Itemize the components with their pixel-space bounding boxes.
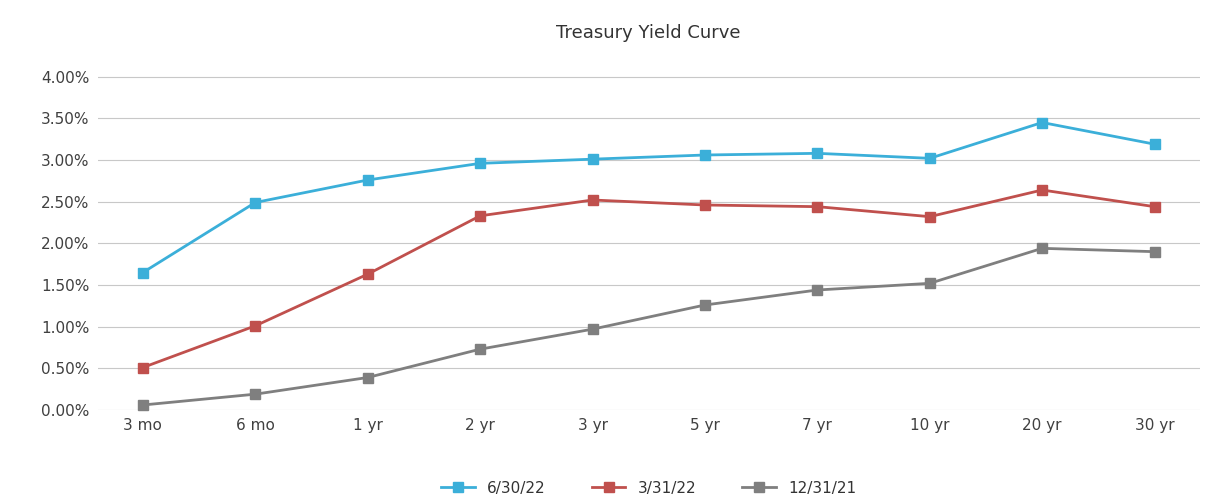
3/31/22: [923, 214, 938, 220]
Legend: 6/30/22, 3/31/22, 12/31/21: 6/30/22, 3/31/22, 12/31/21: [433, 474, 864, 500]
12/31/21: [923, 280, 938, 286]
Line: 6/30/22: 6/30/22: [138, 118, 1159, 278]
3/31/22: [360, 271, 375, 277]
12/31/21: [1034, 246, 1049, 252]
6/30/22: [248, 200, 263, 205]
6/30/22: [136, 270, 151, 276]
Title: Treasury Yield Curve: Treasury Yield Curve: [557, 24, 741, 42]
12/31/21: [472, 346, 487, 352]
Line: 3/31/22: 3/31/22: [138, 185, 1159, 372]
3/31/22: [1034, 187, 1049, 193]
3/31/22: [810, 204, 825, 210]
12/31/21: [360, 374, 375, 380]
12/31/21: [585, 326, 600, 332]
3/31/22: [472, 213, 487, 219]
3/31/22: [698, 202, 712, 208]
6/30/22: [360, 177, 375, 183]
6/30/22: [1034, 120, 1049, 126]
3/31/22: [136, 364, 151, 370]
6/30/22: [1147, 141, 1162, 147]
6/30/22: [472, 160, 487, 166]
12/31/21: [248, 391, 263, 397]
12/31/21: [810, 287, 825, 293]
6/30/22: [585, 156, 600, 162]
6/30/22: [923, 156, 938, 162]
3/31/22: [585, 197, 600, 203]
12/31/21: [698, 302, 712, 308]
3/31/22: [1147, 204, 1162, 210]
12/31/21: [136, 402, 151, 408]
Line: 12/31/21: 12/31/21: [138, 244, 1159, 410]
6/30/22: [810, 150, 825, 156]
3/31/22: [248, 323, 263, 329]
6/30/22: [698, 152, 712, 158]
12/31/21: [1147, 248, 1162, 254]
